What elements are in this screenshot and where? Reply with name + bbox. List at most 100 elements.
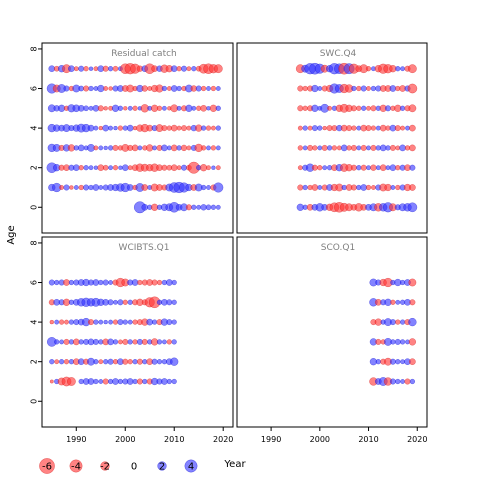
bubble-point [395, 378, 401, 385]
bubble-point [72, 338, 80, 346]
bubble-point [88, 105, 94, 111]
bubble-point [137, 279, 143, 286]
bubble-point [78, 65, 85, 72]
bubble-point [356, 145, 362, 151]
bubble-point [205, 125, 212, 131]
bubble-point [73, 66, 79, 72]
bubble-point [170, 164, 178, 172]
bubble-point [206, 185, 211, 190]
bubble-point [83, 105, 89, 112]
bubble-point [78, 85, 85, 92]
y-tick-label: 8 [30, 240, 39, 245]
bubble-point [171, 279, 177, 286]
bubble-point [108, 86, 113, 91]
bubble-point [395, 359, 401, 365]
bubble-point [404, 378, 411, 385]
bubble-point [127, 105, 133, 111]
bubble-point [307, 144, 314, 151]
bubble-point [93, 165, 99, 170]
bubble-point [317, 86, 323, 91]
bubble-point [72, 164, 80, 172]
bubble-point [63, 184, 70, 191]
bubble-point [127, 299, 133, 305]
bubble-point [161, 85, 168, 92]
bubble-point [205, 204, 212, 211]
bubble-point [165, 279, 173, 286]
bubble-point [93, 66, 99, 72]
bubble-point [350, 164, 357, 171]
bubble-point [180, 144, 188, 152]
bubble-point [83, 85, 90, 92]
bubble-point [409, 164, 416, 171]
bubble-point [375, 338, 382, 345]
bubble-point [117, 339, 123, 345]
bubble-point [409, 299, 416, 306]
bubble-point [97, 105, 104, 112]
bubble-point [103, 319, 108, 325]
bubble-point [370, 164, 377, 171]
bubble-point [127, 165, 133, 171]
x-tick-label: 2020 [407, 435, 427, 444]
bubble-point [156, 279, 163, 286]
bubble-point [297, 125, 303, 131]
x-tick-label: 2010 [164, 435, 184, 444]
bubble-point [171, 299, 177, 305]
x-tick-label: 2020 [213, 435, 233, 444]
x-tick-label: 1990 [66, 435, 86, 444]
bubble-point [98, 279, 104, 286]
y-tick-label: 0 [30, 399, 39, 404]
bubble-point [206, 145, 211, 151]
bubble-point [180, 65, 188, 72]
bubble-point [390, 185, 396, 190]
bubble-point [351, 85, 357, 92]
panel-title-4: SCO.Q1 [321, 243, 355, 253]
bubble-point [83, 184, 90, 191]
bubble-point [166, 86, 172, 91]
bubble-point [146, 144, 154, 152]
bubble-point [180, 125, 188, 132]
bubble-point [346, 125, 353, 132]
bubble-point [409, 124, 416, 132]
bubble-point [108, 280, 114, 285]
bubble-point [176, 125, 182, 131]
bubble-point [407, 83, 418, 94]
x-tick-label: 1990 [261, 435, 281, 444]
bubble-point [400, 66, 406, 72]
bubble-point [66, 377, 76, 386]
bubble-point [210, 85, 217, 92]
bubble-point [87, 124, 95, 132]
bubble-point [317, 165, 323, 171]
bubble-point [176, 165, 182, 171]
bubble-point [408, 104, 417, 113]
bubble-point [97, 84, 105, 93]
bubble-point [88, 66, 94, 71]
x-tick-label: 2000 [310, 435, 330, 444]
bubble-point [92, 184, 100, 191]
bubble-point [112, 165, 119, 171]
bubble-point [68, 279, 75, 286]
bubble-point [400, 125, 406, 131]
bubble-point [49, 359, 55, 365]
bubble-point [385, 165, 391, 171]
bubble-point [78, 339, 84, 345]
y-tick-label: 2 [30, 359, 39, 364]
bubble-point [156, 105, 163, 111]
bubble-point [112, 319, 119, 325]
panel-title-3: WCIBTS.Q1 [119, 243, 170, 253]
bubble-point [210, 125, 216, 131]
bubble-point [311, 84, 319, 93]
panel-frames [41, 42, 428, 428]
bubble-point [77, 144, 85, 152]
bubble-point [54, 279, 60, 286]
bubble-point [176, 145, 182, 151]
legend-label: 2 [159, 462, 165, 473]
bubble-point [170, 144, 178, 152]
bubble-point [317, 145, 323, 151]
bubble-point [92, 279, 100, 286]
bubble-point [98, 379, 104, 384]
bubble-point [63, 85, 70, 92]
bubble-point [210, 145, 217, 151]
bubble-point [213, 182, 224, 193]
bubble-point [98, 319, 104, 325]
bubble-point [336, 145, 342, 151]
